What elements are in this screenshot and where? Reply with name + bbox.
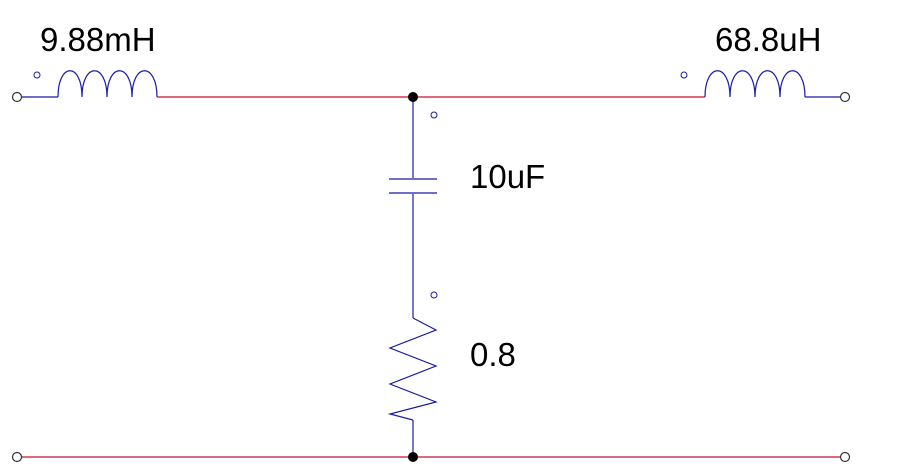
terminal-bottom-left[interactable]	[11, 451, 23, 463]
inductor-right-polarity-dot	[680, 71, 688, 79]
inductor-left-label: 9.88mH	[40, 21, 156, 58]
terminal-top-right[interactable]	[839, 91, 851, 103]
terminal-bottom-right[interactable]	[839, 451, 851, 463]
resistor-pin-dot	[430, 291, 438, 299]
capacitor-pin-dot	[430, 111, 438, 119]
resistor-label: 0.8	[470, 336, 516, 373]
inductor-right[interactable]	[680, 70, 806, 98]
capacitor[interactable]	[389, 111, 438, 194]
capacitor-label: 10uF	[470, 158, 545, 195]
junction-bottom	[408, 452, 418, 462]
resistor[interactable]	[387, 291, 438, 421]
inductor-right-label: 68.8uH	[715, 21, 821, 58]
terminal-top-left[interactable]	[11, 91, 23, 103]
inductor-left-polarity-dot	[33, 71, 41, 79]
junction-top	[408, 92, 418, 102]
inductor-left[interactable]	[33, 70, 158, 98]
